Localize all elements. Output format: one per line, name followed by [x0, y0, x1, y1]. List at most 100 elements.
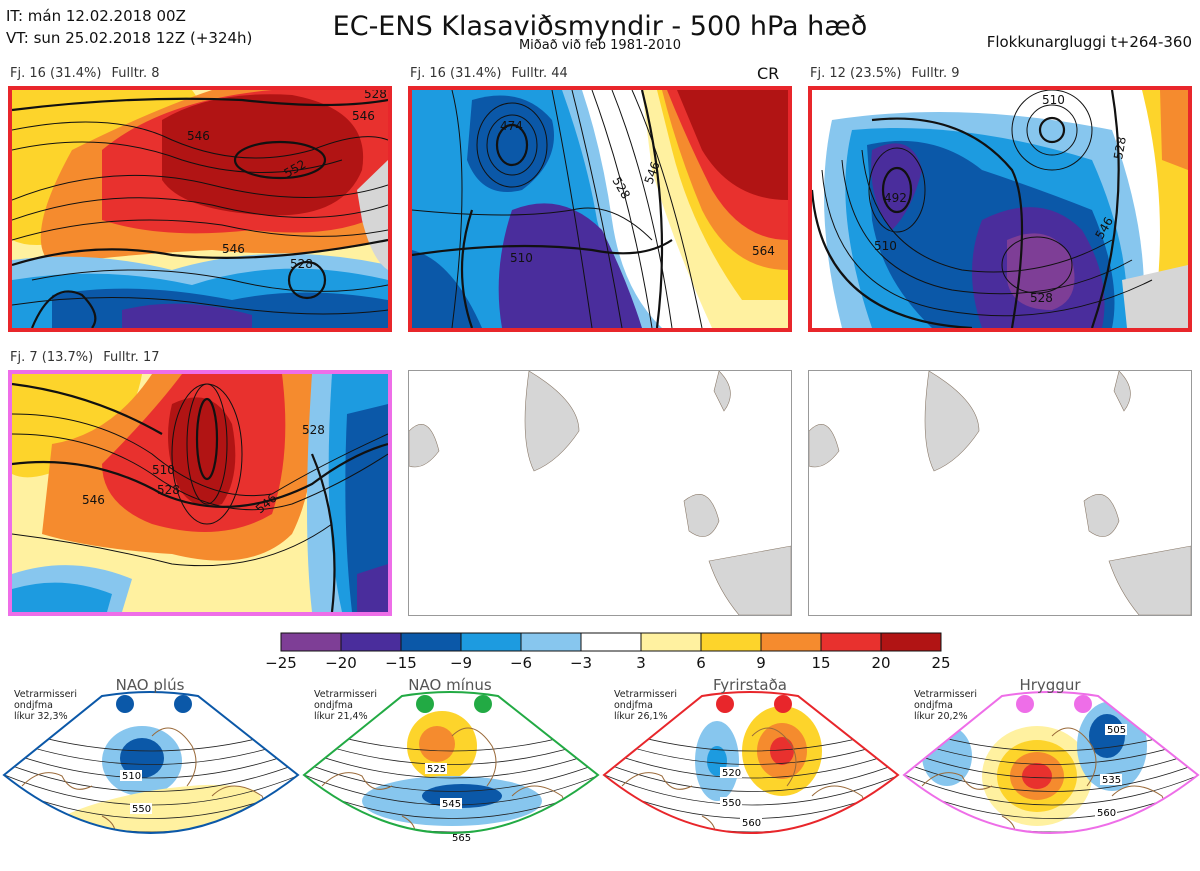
- cluster-4-representative: Fulltr. 17: [103, 350, 160, 365]
- contour-label-bg: [440, 798, 462, 809]
- cluster-3-contour-label: 510: [1042, 93, 1065, 107]
- cluster-3-representative: Fulltr. 9: [911, 66, 960, 81]
- regime-panel: 525 545 565 NAO mínus Vetrarmisseri ondjfma lí…: [302, 676, 602, 871]
- colorbar-swatch: [400, 632, 462, 652]
- height-contour: [304, 761, 598, 792]
- cluster-1-contour-label: 546: [352, 109, 375, 123]
- regime-marker-dot: [716, 695, 734, 713]
- regime-title: NAO mínus: [408, 676, 492, 694]
- regime-map: 510 550: [2, 691, 300, 834]
- regime-marker-dot: [116, 695, 134, 713]
- cluster-2-contour-label: 564: [752, 244, 775, 258]
- regime-climatology: Vetrarmisseri ondjfma líkur 32,3%: [14, 689, 77, 722]
- height-contour: [304, 737, 598, 765]
- cluster-4-map: 510 528 546 528 546: [8, 370, 392, 616]
- regime-title: Fyrirstaða: [713, 676, 787, 694]
- contour-label-bg: [740, 817, 762, 828]
- height-contour: [604, 749, 898, 779]
- coastline: [621, 727, 866, 833]
- coastline: [921, 727, 1166, 833]
- colorbar-tick-label: 20: [871, 654, 891, 672]
- colorbar-swatch: [640, 632, 702, 652]
- colorbar-tick-label: 6: [696, 654, 706, 672]
- regime-map: 505 535 560: [902, 691, 1200, 852]
- regime-climatology-line: ondjfma: [914, 700, 953, 711]
- contour-label-bg: [130, 803, 152, 814]
- colorbar-tick-label: −20: [325, 654, 357, 672]
- contour-label-bg: [720, 767, 742, 778]
- coastline: [321, 727, 566, 833]
- regime-panel: 510 550 NAO plús Vetrarmisseri ondjfma líkur …: [2, 676, 302, 871]
- empty-map-6: [808, 370, 1192, 616]
- cluster-1-contour-label: 528: [364, 90, 387, 101]
- regime-title: NAO plús: [115, 676, 185, 694]
- cluster-4-label: Fj. 7 (13.7%) Fulltr. 17: [10, 350, 170, 365]
- regime-climatology-line: líkur 20,2%: [914, 711, 968, 722]
- regime-border: [302, 691, 600, 834]
- colorbar-swatch: [760, 632, 822, 652]
- colorbar-swatch: [460, 632, 522, 652]
- regime-marker-dot: [174, 695, 192, 713]
- regime-climatology: Vetrarmisseri ondjfma líkur 20,2%: [914, 689, 977, 722]
- colorbar-tick-label: −3: [569, 654, 593, 672]
- cluster-1-contour-label: 528: [290, 257, 313, 271]
- height-contour: [904, 773, 1198, 806]
- clustering-window: Flokkunargluggi t+264-360: [986, 33, 1192, 51]
- cluster-1-label: Fj. 16 (31.4%) Fulltr. 8: [10, 66, 170, 81]
- contour-label-bg: [1105, 724, 1127, 735]
- contour-label-bg: [120, 770, 142, 781]
- regime-climatology-line: Vetrarmisseri: [14, 689, 77, 700]
- contour-label-bg: [1100, 774, 1122, 785]
- regime-contour-label: 505: [1107, 725, 1126, 736]
- regime-climatology-line: ondjfma: [614, 700, 653, 711]
- cluster-3-contour-label: 528: [1030, 291, 1053, 305]
- regime-title: Hryggur: [1019, 676, 1081, 694]
- regime-marker-dot: [1016, 695, 1034, 713]
- height-contour: [4, 749, 298, 779]
- page-title: EC-ENS Klasaviðsmyndir - 500 hPa hæð: [332, 11, 868, 42]
- contour-label-bg: [425, 763, 447, 774]
- regime-climatology-line: Vetrarmisseri: [614, 689, 677, 700]
- height-contour: [904, 737, 1198, 765]
- anomaly-shading: [120, 738, 164, 778]
- init-time: IT: mán 12.02.2018 00Z: [6, 7, 186, 25]
- regime-climatology-line: líkur 26,1%: [614, 711, 668, 722]
- coastline: [21, 727, 266, 833]
- cluster-2-map: 474 510 528 546 564: [408, 86, 792, 332]
- cluster-1-count: Fj. 16 (31.4%): [10, 66, 102, 81]
- colorbar-swatch: [340, 632, 402, 652]
- cluster-1-contour-label: 546: [187, 129, 210, 143]
- regime-marker-dot: [474, 695, 492, 713]
- regime-contour-label: 510: [122, 771, 141, 782]
- regime-climatology-line: líkur 21,4%: [314, 711, 368, 722]
- regime-marker-dot: [1074, 695, 1092, 713]
- cluster-3-contour-label: 492: [884, 191, 907, 205]
- height-contour: [904, 749, 1198, 779]
- cluster-2-label: Fj. 16 (31.4%) Fulltr. 44: [410, 66, 578, 81]
- regime-contour-label: 525: [427, 764, 446, 775]
- anomaly-shading: [1027, 840, 1057, 852]
- colorbar-tick-label: −15: [385, 654, 417, 672]
- cluster-4-contour-label: 546: [82, 493, 105, 507]
- cluster-1-map: 546 546 546 528 552 528: [8, 86, 392, 332]
- page-subtitle: Miðað við feb 1981-2010: [518, 38, 682, 53]
- cluster-2-regime-tag: CR: [757, 64, 780, 83]
- height-contour: [304, 749, 598, 779]
- cluster-2-contour-label: 474: [500, 119, 523, 133]
- height-contour: [904, 761, 1198, 792]
- regime-climatology: Vetrarmisseri ondjfma líkur 26,1%: [614, 689, 677, 722]
- cluster-3-contour-label: 510: [874, 239, 897, 253]
- colorbar-swatch: [880, 632, 942, 652]
- anomaly-shading: [419, 726, 455, 762]
- cluster-4-count: Fj. 7 (13.7%): [10, 350, 94, 365]
- cluster-3-map: 510 492 510 528 546 528: [808, 86, 1192, 332]
- regime-contour-label: 545: [442, 799, 461, 810]
- regime-climatology-line: líkur 32,3%: [14, 711, 68, 722]
- regime-contour-label: 550: [132, 804, 151, 815]
- regime-panel: 505 535 560 Hryggur Vetrarmisseri ondjfma líku…: [902, 676, 1200, 871]
- empty-map-5: [408, 370, 792, 616]
- cluster-1-representative: Fulltr. 8: [111, 66, 160, 81]
- cluster-2-contour-label: 510: [510, 251, 533, 265]
- colorbar-swatch: [280, 632, 342, 652]
